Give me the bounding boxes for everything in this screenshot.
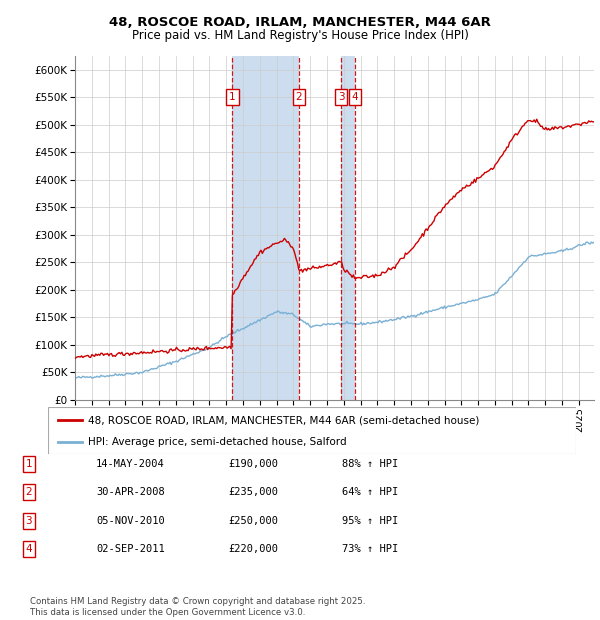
Text: 4: 4 [25,544,32,554]
FancyBboxPatch shape [48,407,576,454]
Text: 64% ↑ HPI: 64% ↑ HPI [342,487,398,497]
Text: 48, ROSCOE ROAD, IRLAM, MANCHESTER, M44 6AR (semi-detached house): 48, ROSCOE ROAD, IRLAM, MANCHESTER, M44 … [88,415,479,425]
Text: 95% ↑ HPI: 95% ↑ HPI [342,516,398,526]
Text: £220,000: £220,000 [228,544,278,554]
Text: 3: 3 [25,516,32,526]
Text: 3: 3 [338,92,344,102]
Text: 48, ROSCOE ROAD, IRLAM, MANCHESTER, M44 6AR: 48, ROSCOE ROAD, IRLAM, MANCHESTER, M44 … [109,16,491,29]
Text: HPI: Average price, semi-detached house, Salford: HPI: Average price, semi-detached house,… [88,437,346,447]
Text: Contains HM Land Registry data © Crown copyright and database right 2025.
This d: Contains HM Land Registry data © Crown c… [30,598,365,617]
Text: 14-MAY-2004: 14-MAY-2004 [96,459,165,469]
Text: £190,000: £190,000 [228,459,278,469]
Text: 30-APR-2008: 30-APR-2008 [96,487,165,497]
Text: 4: 4 [352,92,358,102]
Text: 2: 2 [296,92,302,102]
Text: 05-NOV-2010: 05-NOV-2010 [96,516,165,526]
Text: £235,000: £235,000 [228,487,278,497]
Bar [232,56,299,400]
Text: 1: 1 [229,92,236,102]
Text: 88% ↑ HPI: 88% ↑ HPI [342,459,398,469]
Bar [341,56,355,400]
Text: Price paid vs. HM Land Registry's House Price Index (HPI): Price paid vs. HM Land Registry's House … [131,29,469,42]
Text: 1: 1 [25,459,32,469]
Text: 2: 2 [25,487,32,497]
Text: £250,000: £250,000 [228,516,278,526]
Text: 73% ↑ HPI: 73% ↑ HPI [342,544,398,554]
Text: 02-SEP-2011: 02-SEP-2011 [96,544,165,554]
